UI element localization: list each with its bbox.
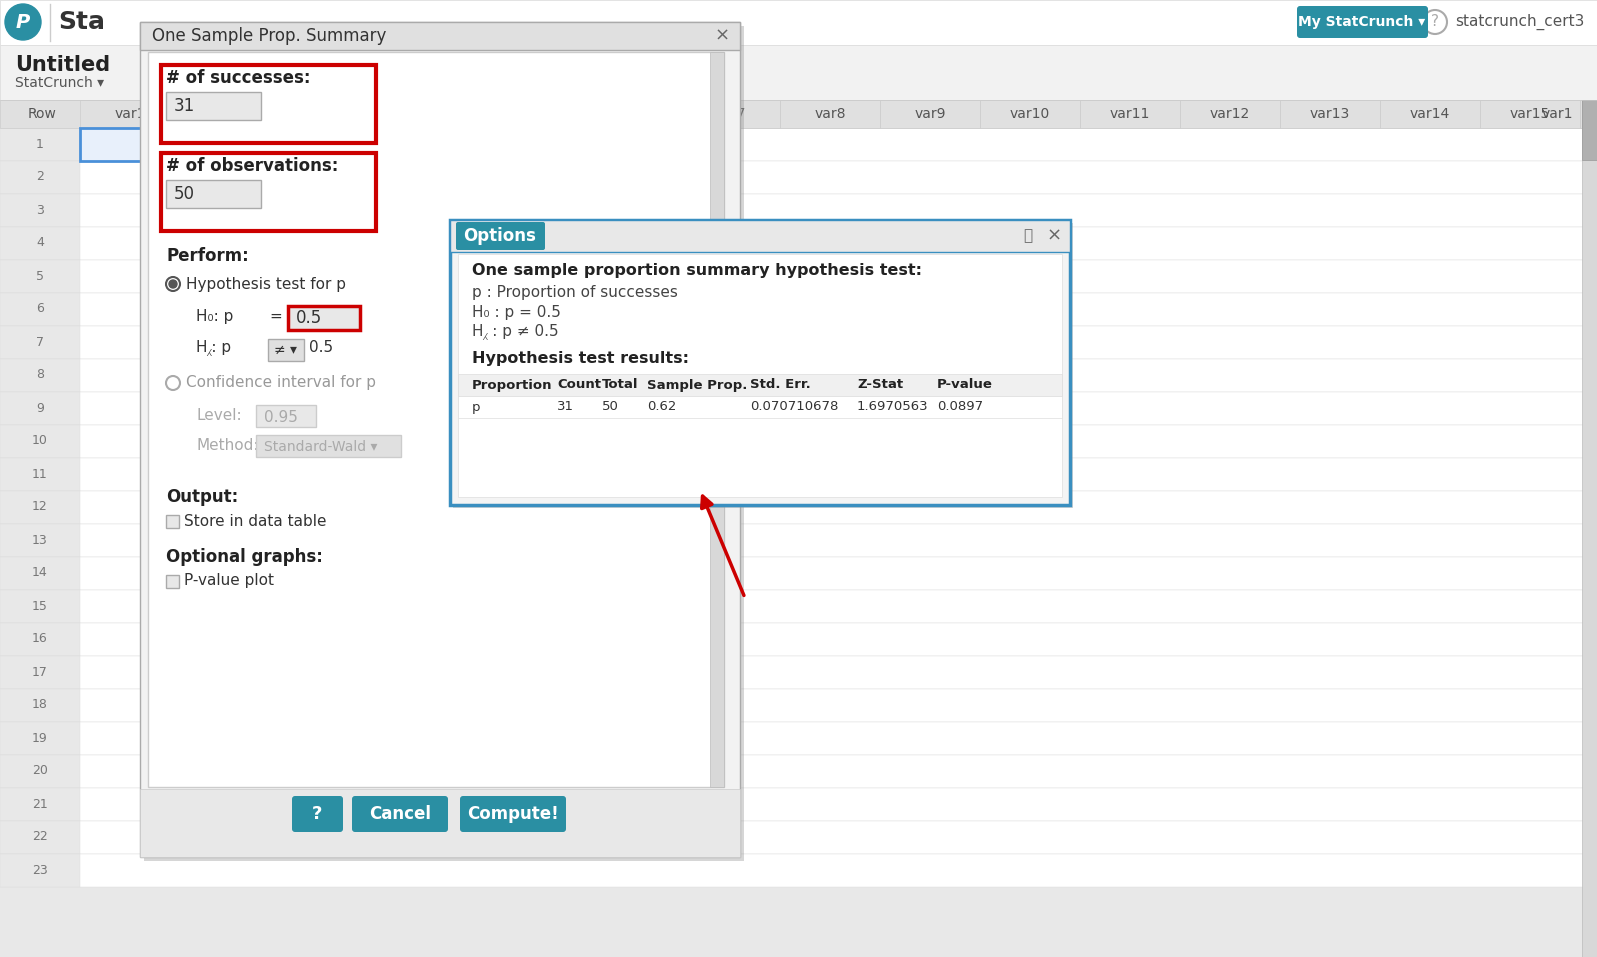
FancyBboxPatch shape <box>0 689 1597 722</box>
FancyBboxPatch shape <box>0 590 1597 623</box>
Text: 16: 16 <box>32 633 48 646</box>
Text: Compute!: Compute! <box>468 805 559 823</box>
FancyBboxPatch shape <box>0 491 80 524</box>
Text: 19: 19 <box>32 731 48 745</box>
FancyBboxPatch shape <box>80 128 180 161</box>
Text: P-value plot: P-value plot <box>184 573 275 589</box>
Text: 0.0897: 0.0897 <box>937 400 984 413</box>
FancyBboxPatch shape <box>0 260 1597 293</box>
FancyBboxPatch shape <box>1583 100 1597 160</box>
Text: 6: 6 <box>37 302 45 316</box>
FancyBboxPatch shape <box>141 22 739 857</box>
FancyBboxPatch shape <box>256 435 401 457</box>
FancyBboxPatch shape <box>287 306 359 330</box>
FancyBboxPatch shape <box>0 359 80 392</box>
FancyBboxPatch shape <box>0 557 80 590</box>
Text: var7: var7 <box>714 107 746 121</box>
Text: 0.5: 0.5 <box>308 341 334 355</box>
Text: var13: var13 <box>1310 107 1349 121</box>
Text: var11: var11 <box>1110 107 1150 121</box>
Text: p: p <box>473 400 481 413</box>
FancyBboxPatch shape <box>0 260 80 293</box>
FancyBboxPatch shape <box>268 339 303 361</box>
Text: My StatCrunch ▾: My StatCrunch ▾ <box>1298 15 1426 29</box>
FancyBboxPatch shape <box>0 359 1597 392</box>
Text: H₀ : p = 0.5: H₀ : p = 0.5 <box>473 304 561 320</box>
Text: H₀: p: H₀: p <box>196 308 233 323</box>
FancyBboxPatch shape <box>0 227 80 260</box>
Text: ?: ? <box>311 805 323 823</box>
Text: 18: 18 <box>32 699 48 711</box>
Text: 11: 11 <box>32 468 48 480</box>
FancyBboxPatch shape <box>149 52 723 787</box>
Text: Method:: Method: <box>196 437 259 453</box>
Text: 1.6970563: 1.6970563 <box>858 400 928 413</box>
Text: ?: ? <box>1431 14 1439 30</box>
Text: ⧉: ⧉ <box>1024 229 1033 243</box>
Text: 2: 2 <box>37 170 45 184</box>
Text: var6: var6 <box>615 107 645 121</box>
FancyBboxPatch shape <box>351 796 449 832</box>
Text: var4: var4 <box>414 107 446 121</box>
FancyBboxPatch shape <box>0 227 1597 260</box>
Text: Cancel: Cancel <box>369 805 431 823</box>
FancyBboxPatch shape <box>0 755 80 788</box>
FancyBboxPatch shape <box>1380 100 1480 128</box>
Text: Total: Total <box>602 379 639 391</box>
FancyBboxPatch shape <box>0 326 80 359</box>
Text: # of observations:: # of observations: <box>166 157 339 175</box>
Text: ×: × <box>1046 227 1062 245</box>
FancyBboxPatch shape <box>0 623 1597 656</box>
Text: 14: 14 <box>32 567 48 580</box>
FancyBboxPatch shape <box>0 458 80 491</box>
Text: 4: 4 <box>37 236 45 250</box>
FancyBboxPatch shape <box>454 223 1073 508</box>
FancyBboxPatch shape <box>711 52 723 787</box>
FancyBboxPatch shape <box>0 491 1597 524</box>
Text: 0.62: 0.62 <box>647 400 677 413</box>
Text: Perform:: Perform: <box>166 247 249 265</box>
FancyBboxPatch shape <box>458 254 1062 497</box>
FancyBboxPatch shape <box>0 161 1597 194</box>
Text: 15: 15 <box>32 599 48 612</box>
FancyBboxPatch shape <box>450 220 1070 252</box>
Text: var1: var1 <box>1541 107 1573 121</box>
FancyBboxPatch shape <box>1281 100 1380 128</box>
FancyBboxPatch shape <box>0 590 80 623</box>
FancyBboxPatch shape <box>680 100 779 128</box>
FancyBboxPatch shape <box>279 100 380 128</box>
FancyBboxPatch shape <box>0 392 1597 425</box>
FancyBboxPatch shape <box>0 524 1597 557</box>
Text: 0.070710678: 0.070710678 <box>751 400 838 413</box>
FancyBboxPatch shape <box>0 0 1597 45</box>
FancyBboxPatch shape <box>0 755 1597 788</box>
Text: Proportion: Proportion <box>473 379 553 391</box>
Text: var12: var12 <box>1211 107 1250 121</box>
FancyBboxPatch shape <box>880 100 981 128</box>
Text: One Sample Prop. Summary: One Sample Prop. Summary <box>152 27 386 45</box>
FancyBboxPatch shape <box>481 100 580 128</box>
FancyBboxPatch shape <box>0 821 1597 854</box>
FancyBboxPatch shape <box>0 161 80 194</box>
FancyBboxPatch shape <box>1080 100 1180 128</box>
Text: 10: 10 <box>32 434 48 448</box>
FancyBboxPatch shape <box>981 100 1080 128</box>
FancyBboxPatch shape <box>0 557 1597 590</box>
FancyBboxPatch shape <box>0 656 1597 689</box>
FancyBboxPatch shape <box>0 326 1597 359</box>
Text: P-value: P-value <box>937 379 993 391</box>
FancyBboxPatch shape <box>0 821 80 854</box>
Text: var2: var2 <box>214 107 246 121</box>
FancyBboxPatch shape <box>256 405 316 427</box>
FancyBboxPatch shape <box>1579 100 1597 128</box>
FancyBboxPatch shape <box>0 854 1597 887</box>
Circle shape <box>166 376 180 390</box>
Text: 21: 21 <box>32 797 48 811</box>
FancyBboxPatch shape <box>0 45 1597 100</box>
Text: Output:: Output: <box>166 488 238 506</box>
FancyBboxPatch shape <box>0 689 80 722</box>
FancyBboxPatch shape <box>141 22 739 50</box>
FancyBboxPatch shape <box>0 194 1597 227</box>
Text: Std. Err.: Std. Err. <box>751 379 811 391</box>
